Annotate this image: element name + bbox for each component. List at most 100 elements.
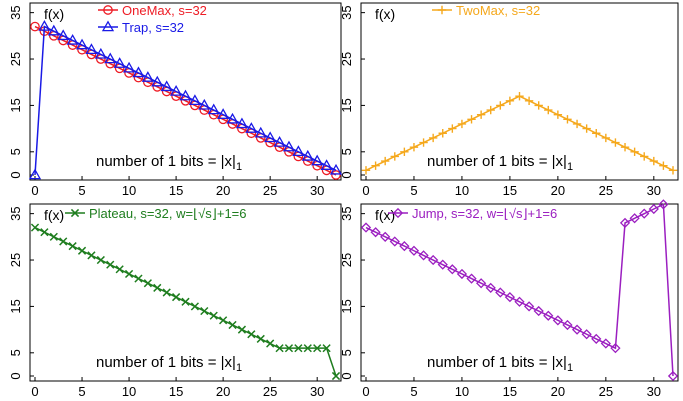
data-point	[476, 278, 487, 289]
x-tick-label: 25	[263, 183, 277, 198]
data-point	[30, 21, 40, 32]
data-point	[380, 156, 390, 166]
data-point	[505, 96, 515, 105]
data-point	[553, 110, 563, 119]
data-point	[418, 250, 429, 261]
data-point	[581, 329, 592, 340]
data-point	[226, 112, 239, 124]
data-point	[264, 131, 277, 143]
data-point	[667, 370, 679, 382]
data-point	[515, 91, 524, 101]
data-point	[254, 126, 267, 138]
legend-label: TwoMax, s=32	[456, 3, 540, 18]
x-axis-label: number of 1 bits = |x|1	[427, 153, 573, 173]
y-tick-label: 15	[339, 299, 354, 313]
data-point	[600, 338, 611, 349]
data-point	[85, 43, 98, 54]
y-tick-label: 15	[8, 98, 23, 112]
legend-label: Plateau, s=32, w=⌊√s⌋+1=6	[89, 206, 247, 221]
x-tick-label: 15	[503, 183, 517, 198]
data-point	[543, 310, 554, 321]
data-point	[438, 129, 447, 138]
data-point	[40, 228, 49, 237]
data-point	[419, 138, 428, 147]
data-point	[87, 251, 96, 260]
data-point	[371, 161, 380, 170]
data-point	[619, 217, 631, 229]
data-point	[132, 66, 145, 78]
data-point	[533, 305, 544, 317]
data-point	[303, 344, 312, 353]
data-point	[124, 269, 134, 279]
y-tick-label: 15	[339, 98, 354, 112]
data-point	[28, 168, 42, 180]
x-tick-label: 20	[551, 183, 565, 198]
x-tick-label: 10	[455, 183, 469, 198]
y-tick-label: 5	[8, 349, 23, 356]
data-point	[447, 264, 458, 275]
data-point	[245, 122, 258, 133]
x-tick-label: 15	[169, 183, 183, 198]
legend-marker	[103, 5, 113, 15]
data-point	[247, 330, 256, 339]
data-point	[141, 71, 154, 82]
x-tick-label: 15	[503, 384, 517, 399]
x-tick-label: 20	[216, 183, 230, 198]
data-point	[399, 240, 410, 252]
data-point	[66, 33, 79, 45]
data-point	[476, 110, 486, 119]
y-tick-label: 0	[339, 171, 354, 178]
x-tick-label: 25	[263, 384, 277, 399]
legend-marker	[70, 208, 80, 218]
data-point	[30, 223, 40, 232]
data-point	[659, 161, 668, 170]
data-point	[592, 129, 601, 138]
data-point	[320, 159, 333, 170]
x-axis-label-subscript: 1	[567, 362, 573, 374]
data-point	[113, 57, 126, 68]
data-point	[456, 268, 468, 280]
x-tick-label: 5	[78, 183, 85, 198]
data-point	[94, 47, 107, 59]
data-point	[331, 170, 341, 180]
y-tick-label: 5	[339, 349, 354, 356]
data-point	[153, 283, 162, 292]
y-tick-label: 35	[339, 5, 354, 19]
y-tick-label: 5	[8, 148, 23, 155]
plot-frame	[29, 203, 342, 382]
chart-panel-3: 0 5 10 15 20 25 30 0 5 15 25 35 f(x) number of 1 bits…	[8, 203, 342, 399]
y-tick-label: 0	[8, 171, 23, 178]
data-point	[504, 292, 516, 303]
legend-marker	[437, 5, 447, 15]
x-tick-label: 0	[362, 384, 369, 399]
plot-frame	[29, 2, 342, 181]
data-point	[75, 38, 89, 50]
data-point	[171, 293, 181, 302]
data-point	[582, 124, 591, 133]
x-axis-label: number of 1 bits = |x|1	[427, 354, 573, 374]
data-point	[648, 203, 659, 215]
data-point	[122, 61, 136, 73]
data-point	[68, 242, 77, 251]
data-point	[571, 324, 583, 335]
data-point	[179, 89, 192, 101]
data-point	[649, 156, 659, 166]
chart-panel-1: 0 5 10 15 20 25 30 0 5 15 25 35 f(x) number of 1 bits…	[8, 2, 343, 198]
data-point	[275, 344, 284, 353]
data-point	[115, 265, 124, 274]
x-tick-label: 10	[455, 384, 469, 399]
data-point	[104, 52, 117, 64]
data-point	[313, 344, 322, 353]
x-axis-label: number of 1 bits = |x|1	[96, 153, 242, 173]
data-point	[389, 236, 400, 247]
data-point	[563, 115, 572, 124]
chart-panel-2: 0 5 10 15 20 25 30 0 5 15 25 35 f(x) number of 1 bits…	[339, 2, 679, 198]
data-point	[322, 344, 331, 353]
x-tick-label: 5	[410, 384, 417, 399]
data-point	[620, 142, 630, 152]
data-point	[59, 237, 68, 246]
y-tick-label: 5	[339, 148, 354, 155]
x-axis-label-subscript: 1	[567, 161, 573, 173]
y-tick-label: 0	[8, 372, 23, 379]
data-point	[200, 306, 209, 316]
